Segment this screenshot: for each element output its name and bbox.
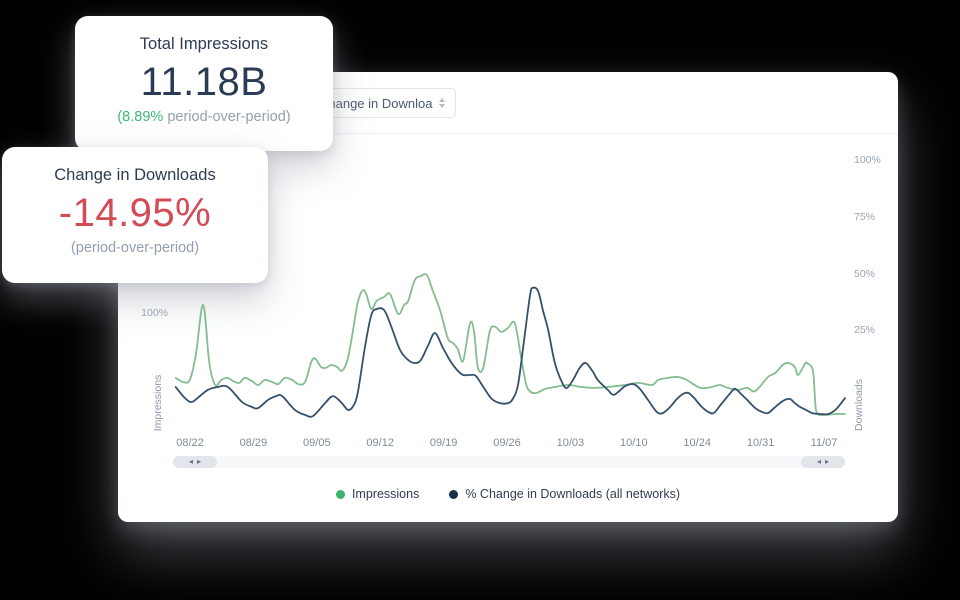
left-axis-tick: 100% bbox=[141, 306, 168, 319]
metric-select-value: Change in Downloads bbox=[319, 95, 433, 111]
total-impressions-value: 11.18B bbox=[140, 60, 268, 104]
x-axis-tick: 09/12 bbox=[366, 437, 394, 449]
change-in-downloads-value: -14.95% bbox=[58, 191, 212, 235]
right-axis-tick: 100% bbox=[854, 154, 881, 167]
total-impressions-card: Total Impressions 11.18B (8.89% period-o… bbox=[75, 16, 333, 151]
delta-percent: (8.89% bbox=[117, 109, 164, 125]
x-axis-tick: 10/31 bbox=[746, 437, 775, 449]
x-axis-tick: 10/24 bbox=[683, 437, 711, 449]
period-over-period-note: (8.89% period-over-period) bbox=[75, 109, 333, 125]
scrollbar-left-thumb[interactable]: ◂ ▸ bbox=[173, 456, 217, 468]
period-over-period-note: (period-over-period) bbox=[70, 240, 200, 256]
chart-region: 08/22 08/29 09/05 09/12 09/19 09/26 10/03 10/10… bbox=[174, 150, 846, 460]
x-axis-tick: 08/29 bbox=[239, 437, 268, 449]
legend-item-change-in-downloads: % Change in Downloads (all networks) bbox=[449, 487, 680, 501]
chart-scrollbar-track[interactable]: ◂ ▸ ◂ ▸ bbox=[173, 456, 845, 468]
scrollbar-right-thumb[interactable]: ◂ ▸ bbox=[801, 456, 845, 468]
legend-label-impressions: Impressions bbox=[351, 487, 420, 501]
card-title: Total Impressions bbox=[139, 35, 269, 53]
x-axis-tick: 10/03 bbox=[556, 437, 585, 449]
select-updown-icon bbox=[439, 98, 445, 108]
trend-line-chart[interactable] bbox=[174, 150, 846, 430]
legend-dot-impressions-icon bbox=[335, 489, 345, 499]
card-title: Change in Downloads bbox=[54, 166, 216, 184]
right-axis-title: Downloads bbox=[853, 379, 865, 431]
toolbar-divider bbox=[118, 133, 898, 134]
right-axis-tick: 50% bbox=[854, 267, 876, 280]
x-axis-tick: 09/26 bbox=[493, 437, 521, 449]
series-impressions bbox=[174, 273, 846, 416]
change-in-downloads-card: Change in Downloads -14.95% (period-over… bbox=[2, 147, 268, 283]
scroll-right-icon[interactable]: ▸ bbox=[825, 457, 830, 466]
delta-caption: period-over-period) bbox=[163, 109, 291, 125]
x-axis-tick: 11/07 bbox=[810, 437, 838, 449]
legend-label-change-in-downloads: % Change in Downloads (all networks) bbox=[465, 487, 681, 501]
scroll-left-icon[interactable]: ◂ bbox=[188, 457, 193, 466]
scroll-right-icon[interactable]: ▸ bbox=[197, 457, 202, 466]
right-axis-tick: 75% bbox=[854, 210, 876, 223]
x-axis: 08/22 08/29 09/05 09/12 09/19 09/26 10/03 10/10… bbox=[175, 437, 845, 451]
x-axis-tick: 09/19 bbox=[429, 437, 458, 449]
legend-dot-change-in-downloads-icon bbox=[449, 489, 459, 499]
right-axis-tick: 25% bbox=[854, 324, 876, 337]
scroll-left-icon[interactable]: ◂ bbox=[816, 457, 821, 466]
series--change-in-downloads-all-networks- bbox=[174, 286, 846, 418]
chart-legend: Impressions % Change in Downloads (all n… bbox=[118, 487, 898, 501]
x-axis-tick: 10/10 bbox=[620, 437, 648, 449]
legend-item-impressions: Impressions bbox=[335, 487, 420, 501]
x-axis-tick: 08/22 bbox=[176, 437, 204, 449]
left-axis-title: Impressions bbox=[152, 374, 164, 432]
x-axis-tick: 09/05 bbox=[303, 437, 331, 449]
